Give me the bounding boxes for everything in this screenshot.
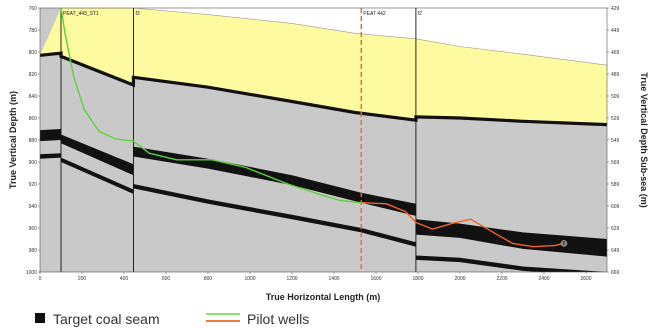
y-tick-label-0: 760 [29,6,38,12]
x-tick-label-4: 800 [204,276,213,282]
x-tick-label-2: 400 [120,276,129,282]
y2-tick-label-4: 509 [611,94,620,100]
legend: Target coal seam Pilot wells [35,311,309,327]
x-tick-label-0: 0 [39,276,42,282]
well-trajectory-1 [361,202,565,248]
surface-sky-zone [40,8,607,66]
y2-tick-label-2: 469 [611,50,620,56]
fault-label-1: f3 [135,11,139,17]
y-tick-label-7: 900 [29,160,38,166]
x-tick-label-11: 2200 [496,276,507,282]
well-end-marker [560,240,568,247]
x-tick-label-12: 2400 [538,276,549,282]
y2-axis-label: True Vertical Depth Sub-sea (m) [639,72,649,208]
y2-tick-label-0: 429 [611,6,620,12]
y2-tick-label-12: 669 [611,270,620,276]
x-tick-label-5: 1000 [244,276,255,282]
y2-tick-label-7: 569 [611,160,620,166]
y2-tick-label-6: 549 [611,138,620,144]
y2-tick-label-3: 489 [611,72,620,78]
x-tick-label-13: 2600 [580,276,591,282]
y2-tick-label-1: 449 [611,28,620,34]
fault-label-0: PEAT_443_ST1 [63,11,99,17]
y-axis-left: 760 780 800 820 840 860 880 900 920 940 960 980 1000 [26,6,40,276]
x-tick-label-8: 1600 [370,276,381,282]
x-tick-label-9: 1800 [412,276,423,282]
y2-tick-label-11: 649 [611,248,620,254]
legend-label-target-coal-seam: Target coal seam [53,311,160,327]
x-tick-label-1: 200 [78,276,87,282]
legend-label-pilot-wells: Pilot wells [247,311,309,327]
x-tick-label-10: 2000 [454,276,465,282]
y2-tick-label-10: 629 [611,226,620,232]
y-tick-label-9: 940 [29,204,38,210]
y-tick-label-11: 980 [29,248,38,254]
fault-label-3: f2 [418,11,422,17]
x-tick-label-7: 1400 [328,276,339,282]
y2-tick-label-9: 609 [611,204,620,210]
y-tick-label-10: 960 [29,226,38,232]
y-tick-label-2: 800 [29,50,38,56]
well-trajectory-0 [60,8,362,204]
x-tick-label-3: 600 [162,276,171,282]
y-tick-label-8: 920 [29,182,38,188]
y-tick-label-6: 880 [29,138,38,144]
x-axis: 0 200 400 600 800 1000 1200 1400 1600 1800 2000 220… [39,272,592,282]
y-tick-label-4: 840 [29,94,38,100]
target-coal-seam [40,129,607,257]
y-axis-right: 429 449 469 489 509 529 549 569 589 609 629 649 669 [607,6,620,276]
plot-area: PEAT_443_ST1 f3 PEAT 442 f2 T [40,8,607,272]
y-tick-label-12: 1000 [26,270,37,276]
x-tick-label-6: 1200 [286,276,297,282]
y-tick-label-1: 780 [29,28,38,34]
y-tick-label-3: 820 [29,72,38,78]
upper-overburden-zone [40,8,607,125]
y-tick-label-5: 860 [29,116,38,122]
x-axis-label: True Horizontal Length (m) [266,292,381,302]
surface-line [61,8,607,66]
legend-swatch-target-coal-seam [35,313,45,323]
y2-tick-label-5: 529 [611,116,620,122]
fault-label-2: PEAT 442 [363,11,386,17]
well-end-marker-label: T [562,241,565,247]
y-axis-label: True Vertical Depth (m) [8,91,18,189]
y2-tick-label-8: 589 [611,182,620,188]
